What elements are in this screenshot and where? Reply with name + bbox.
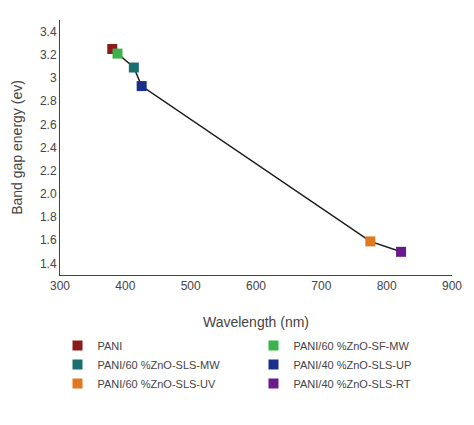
svg-text:400: 400	[115, 279, 135, 293]
svg-text:PANI/60 %ZnO-SF-MW: PANI/60 %ZnO-SF-MW	[294, 340, 410, 352]
svg-text:600: 600	[246, 279, 266, 293]
svg-text:2.0: 2.0	[40, 187, 57, 201]
svg-text:PANI/60 %ZnO-SLS-MW: PANI/60 %ZnO-SLS-MW	[98, 359, 221, 371]
svg-text:PANI/60 %ZnO-SLS-UV: PANI/60 %ZnO-SLS-UV	[98, 378, 216, 390]
svg-text:1.4: 1.4	[40, 257, 57, 271]
svg-text:Wavelength (nm): Wavelength (nm)	[203, 314, 309, 330]
svg-text:2.2: 2.2	[40, 164, 57, 178]
svg-text:2.6: 2.6	[40, 118, 57, 132]
svg-text:PANI/40 %ZnO-SLS-RT: PANI/40 %ZnO-SLS-RT	[294, 378, 411, 390]
svg-text:Band gap energy (ev): Band gap energy (ev)	[9, 80, 25, 215]
svg-text:1.6: 1.6	[40, 233, 57, 247]
svg-text:700: 700	[311, 279, 331, 293]
svg-text:300: 300	[50, 279, 70, 293]
svg-text:3.4: 3.4	[40, 25, 57, 39]
svg-text:900: 900	[442, 279, 462, 293]
svg-text:3.2: 3.2	[40, 48, 57, 62]
svg-text:PANI: PANI	[98, 340, 123, 352]
svg-text:800: 800	[377, 279, 397, 293]
svg-text:1.8: 1.8	[40, 210, 57, 224]
svg-text:PANI/40 %ZnO-SLS-UP: PANI/40 %ZnO-SLS-UP	[294, 359, 412, 371]
svg-text:2.8: 2.8	[40, 94, 57, 108]
svg-text:3: 3	[50, 71, 57, 85]
svg-text:500: 500	[181, 279, 201, 293]
svg-text:2.4: 2.4	[40, 141, 57, 155]
